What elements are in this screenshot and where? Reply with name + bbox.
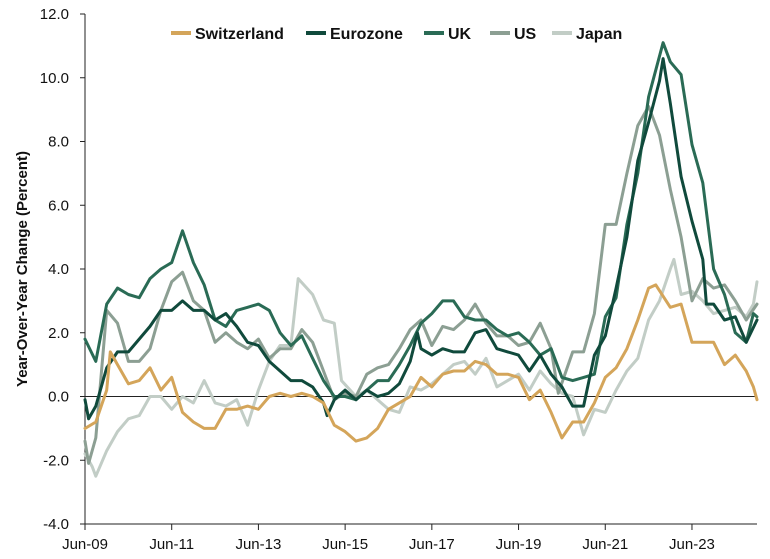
y-tick-label: 2.0 (48, 325, 69, 342)
series-line-uk (83, 41, 759, 402)
series-line-japan (83, 257, 759, 478)
y-tick-label: 4.0 (48, 261, 69, 278)
y-tick-label: 12.0 (40, 6, 69, 23)
y-axis-title: Year-Over-Year Change (Percent) (14, 151, 31, 387)
legend: Switzerland Eurozone UK US Japan (171, 26, 622, 43)
x-tick-label: Jun-11 (149, 536, 194, 553)
x-tick-label: Jun-21 (582, 536, 628, 553)
x-tick-label: Jun-17 (409, 536, 455, 553)
legend-label-switzerland: Switzerland (195, 26, 284, 43)
y-axis-ticks: -4.0 -2.0 0.0 2.0 4.0 6.0 8.0 10.0 12.0 (40, 6, 85, 533)
series-lines (83, 41, 759, 478)
series-line-switzerland (83, 283, 759, 443)
y-tick-label: 0.0 (48, 389, 69, 406)
y-tick-label: 8.0 (48, 134, 69, 151)
x-tick-label: Jun-09 (62, 536, 108, 553)
series-line-us (83, 104, 759, 465)
series-line-eurozone (83, 57, 759, 421)
y-tick-label: -4.0 (43, 516, 69, 533)
legend-label-eurozone: Eurozone (330, 26, 403, 43)
legend-label-uk: UK (448, 26, 472, 43)
x-tick-label: Jun-15 (322, 536, 368, 553)
x-tick-label: Jun-23 (669, 536, 715, 553)
y-tick-label: -2.0 (43, 452, 69, 469)
x-axis-ticks: Jun-09 Jun-11 Jun-13 Jun-15 Jun-17 Jun-19 Jun-… (62, 524, 715, 553)
legend-label-us: US (514, 26, 537, 43)
legend-label-japan: Japan (576, 26, 622, 43)
y-tick-label: 6.0 (48, 197, 69, 214)
x-tick-label: Jun-13 (235, 536, 281, 553)
x-tick-label: Jun-19 (496, 536, 542, 553)
y-tick-label: 10.0 (40, 70, 69, 87)
